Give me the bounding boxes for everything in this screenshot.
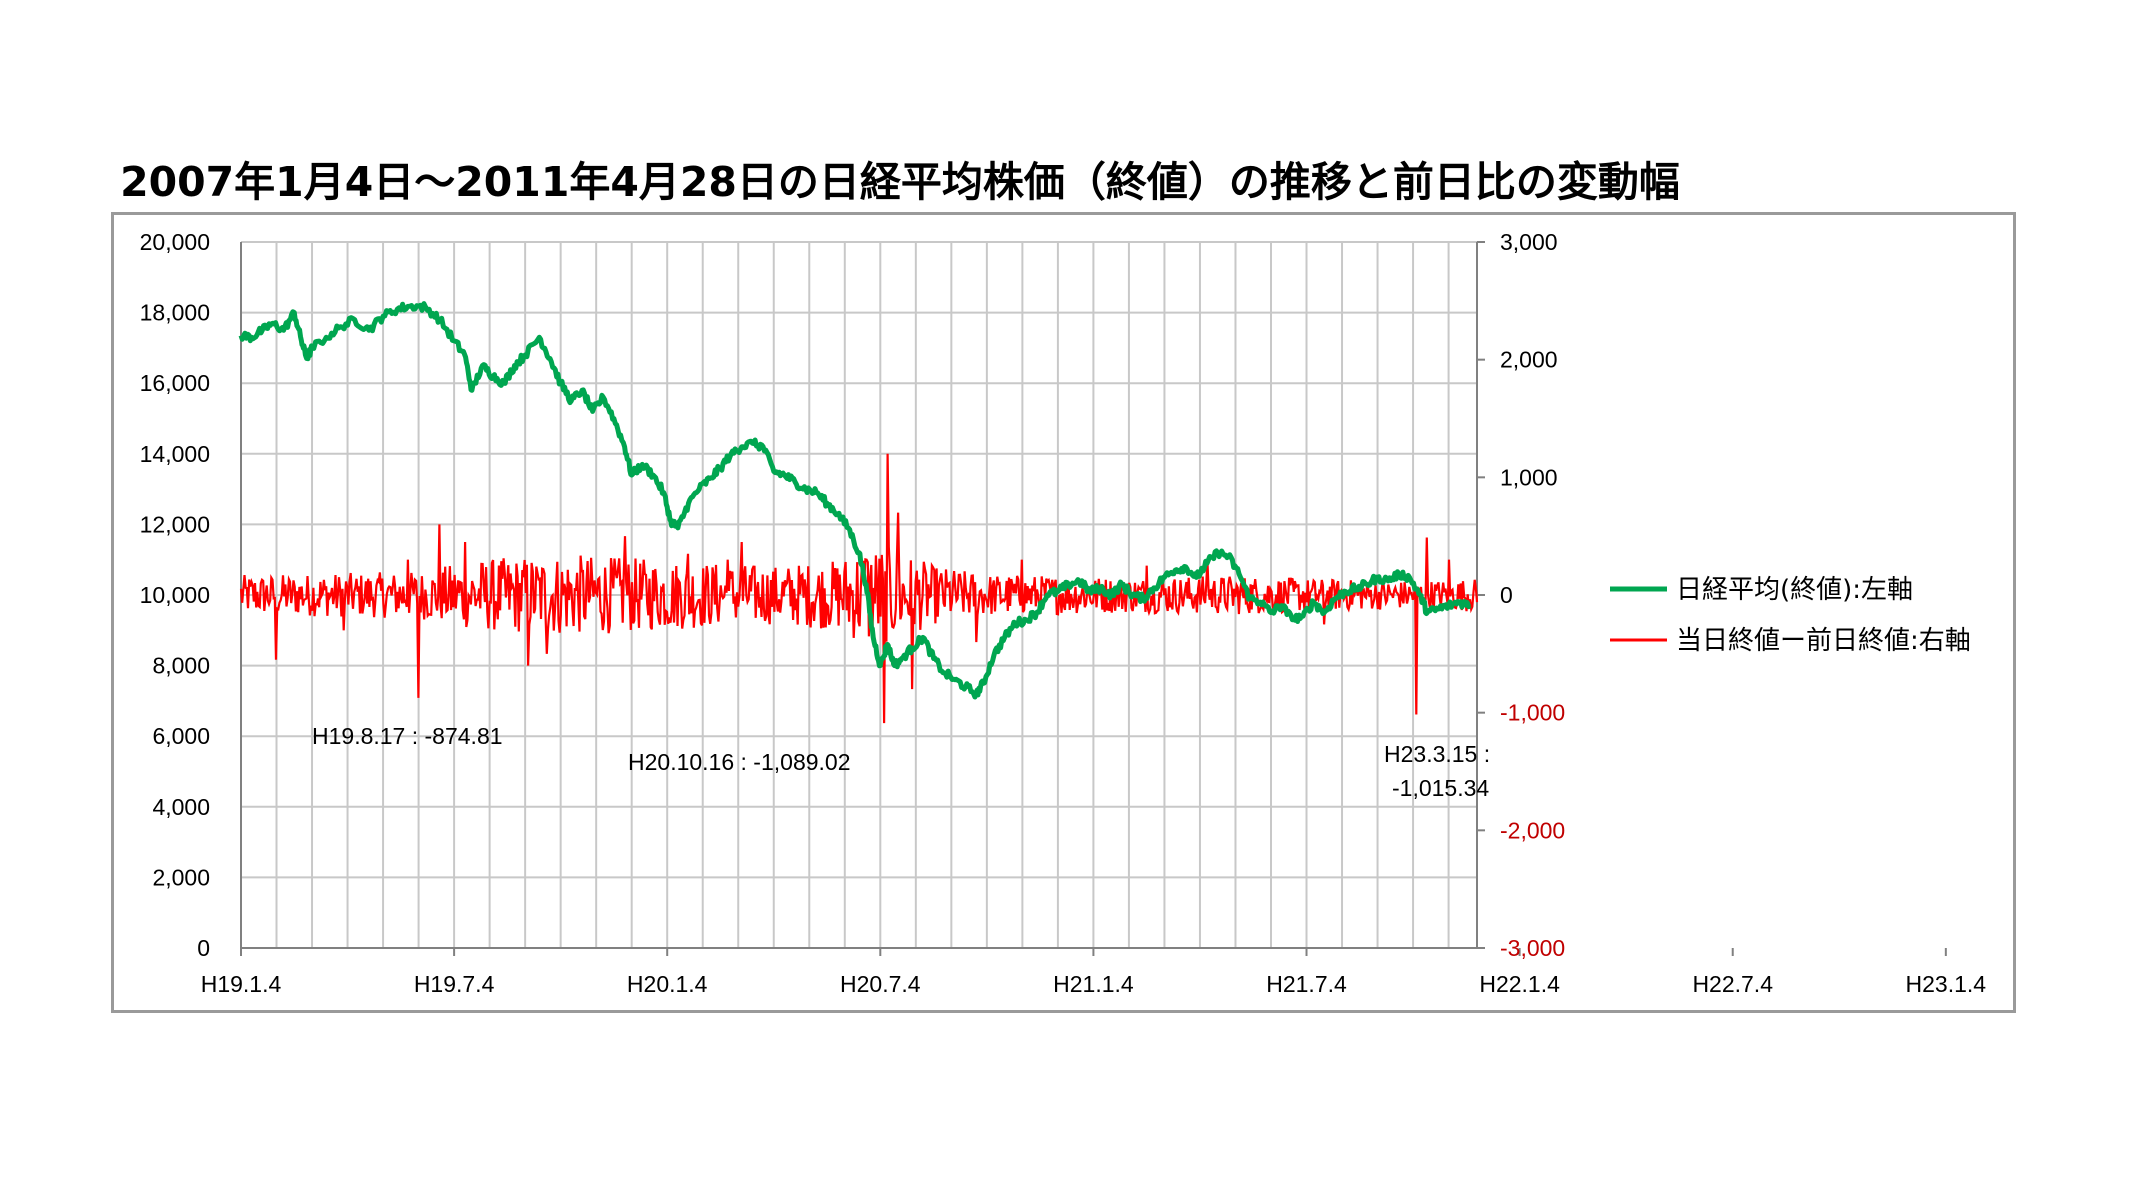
annotations: H19.8.17 : -874.81 H20.10.16 : -1,089.02… [312,723,1490,801]
chart-title: 2007年1月4日～2011年4月28日の日経平均株価（終値）の推移と前日比の変… [120,158,1680,206]
x-tick-label: H19.7.4 [414,971,495,997]
x-tick-label: H20.1.4 [627,971,708,997]
y-left-tick-label: 6,000 [152,723,210,749]
y-right-tick-label: 2,000 [1500,347,1558,373]
x-tick-label: H23.1.4 [1906,971,1987,997]
y-left-tick-label: 14,000 [140,441,210,467]
annotation-h20-10-16: H20.10.16 : -1,089.02 [628,749,851,775]
series-green-group [238,301,1472,700]
x-tick-label: H22.7.4 [1692,971,1773,997]
y-right-tick-label: 1,000 [1500,464,1558,490]
y-left-tick-label: 12,000 [140,511,210,537]
legend-green-label: 日経平均(終値):左軸 [1676,575,1913,605]
series-red-group [239,453,1479,724]
series-green-line [238,301,1472,700]
annotation-h23-3-15-line1: H23.3.15 : [1384,741,1490,767]
y-left-tick-label: 8,000 [152,653,210,679]
tick-labels: 20,000 18,000 16,000 14,000 12,000 10,000 8,00… [140,229,1987,997]
x-tick-label: H19.1.4 [201,971,282,997]
x-tick-label: H21.7.4 [1266,971,1347,997]
annotation-h23-3-15-line2: -1,015.34 [1392,775,1489,801]
annotation-h19-8-17: H19.8.17 : -874.81 [312,723,503,749]
y-right-tick-label: -2,000 [1500,817,1565,843]
x-tick-label: H20.7.4 [840,971,921,997]
y-left-tick-label: 20,000 [140,229,210,255]
y-left-tick-label: 16,000 [140,370,210,396]
series-red-line [239,453,1479,724]
y-left-tick-label: 10,000 [140,582,210,608]
y-right-tick-label: 0 [1500,582,1513,608]
y-left-tick-label: 2,000 [152,864,210,890]
y-left-tick-label: 0 [197,935,210,961]
y-right-tick-label: -1,000 [1500,700,1565,726]
y-right-tick-label: -3,000 [1500,935,1565,961]
y-right-tick-label: 3,000 [1500,229,1558,255]
x-tick-label: H21.1.4 [1053,971,1134,997]
y-left-tick-label: 18,000 [140,300,210,326]
chart-frame [111,212,2016,1013]
y-left-tick-label: 4,000 [152,794,210,820]
legend: 日経平均(終値):左軸 当日終値ー前日終値:右軸 [1610,575,1971,656]
legend-red-label: 当日終値ー前日終値:右軸 [1676,626,1971,656]
x-tick-label: H22.1.4 [1479,971,1560,997]
